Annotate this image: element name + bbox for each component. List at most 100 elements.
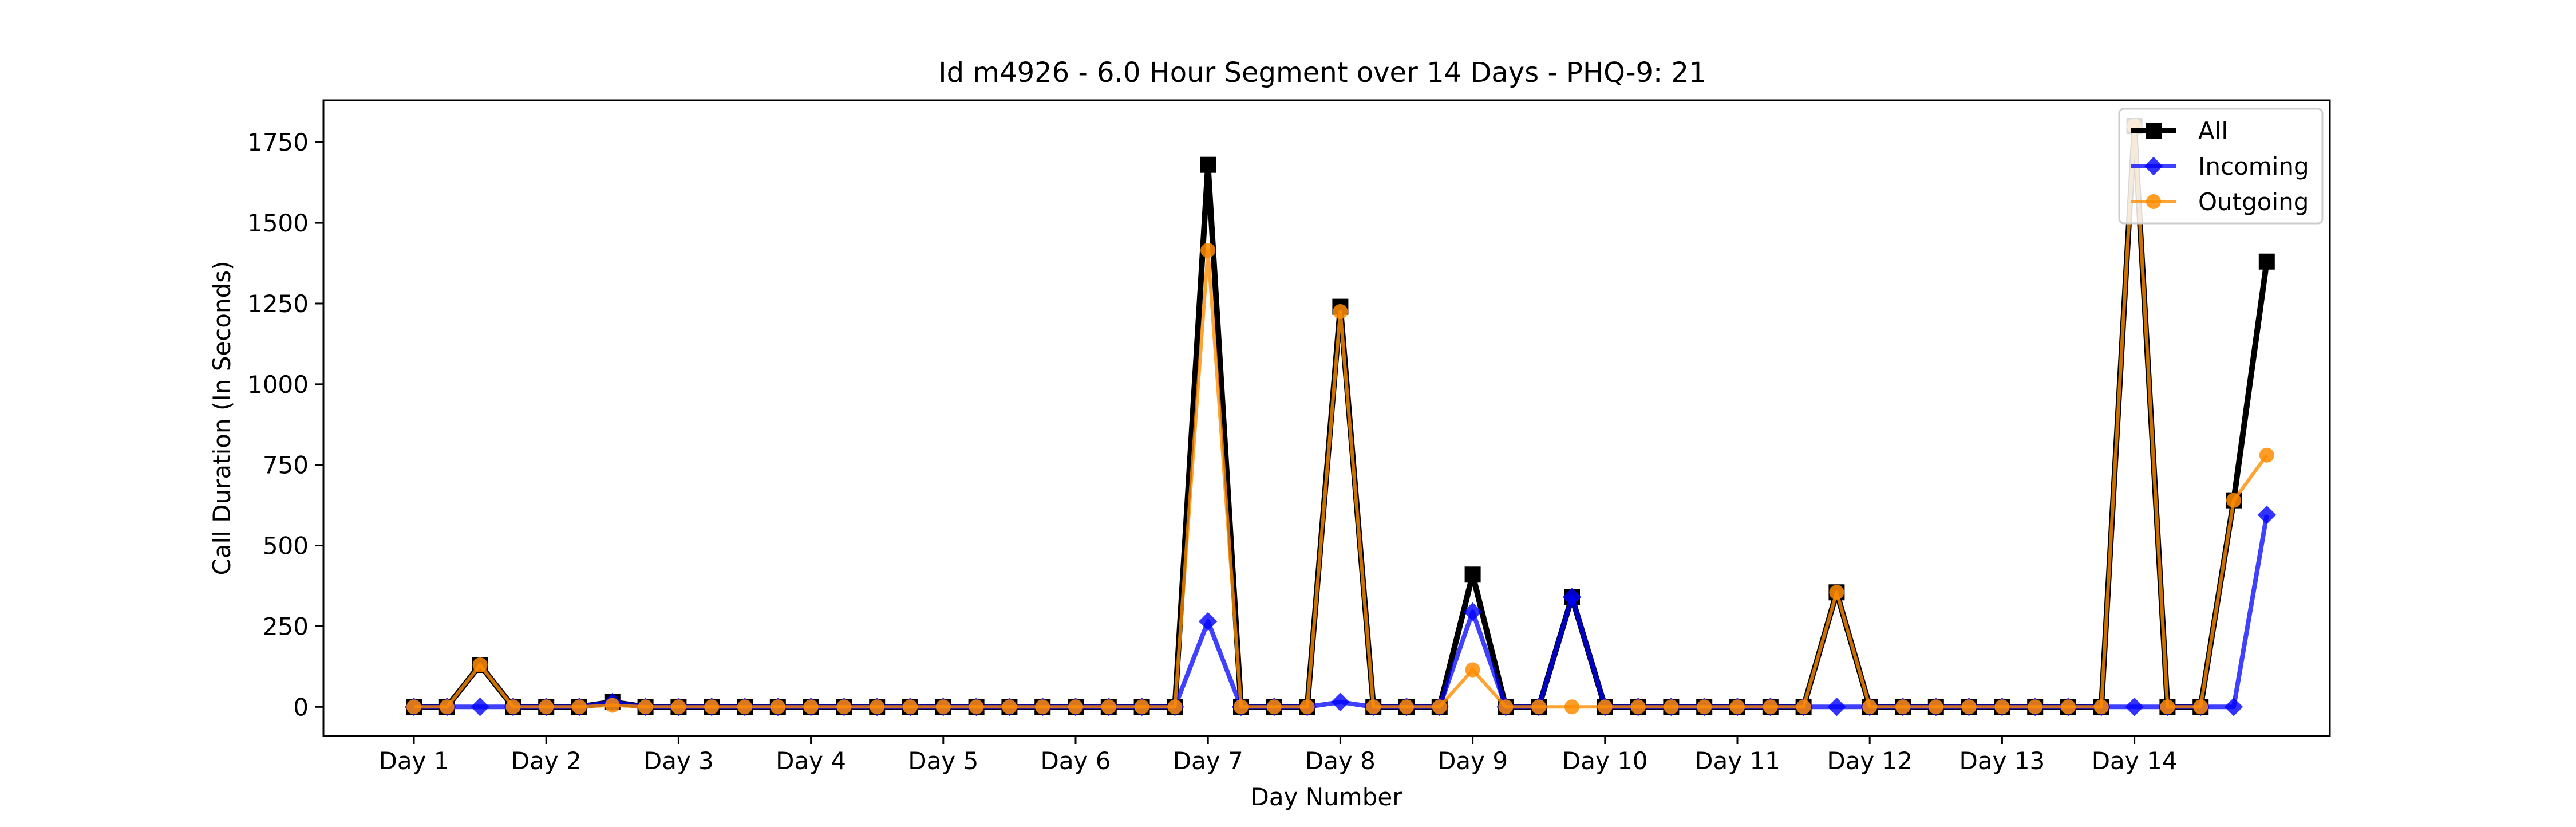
data-point-outgoing [1994, 699, 2010, 715]
y-tick-label: 1500 [247, 209, 309, 237]
data-point-outgoing [1101, 699, 1116, 715]
data-point-outgoing [1862, 699, 1878, 715]
legend-label-all: All [2198, 117, 2228, 145]
series-outgoing [406, 119, 2274, 715]
data-point-outgoing [1597, 699, 1613, 715]
data-point-incoming [2224, 698, 2243, 716]
data-point-outgoing [1200, 243, 1216, 258]
data-point-outgoing [572, 699, 587, 715]
data-point-outgoing [505, 699, 521, 715]
series-line-all [414, 123, 2270, 710]
data-point-outgoing [439, 699, 455, 715]
data-point-incoming [1562, 588, 1582, 607]
x-tick-label: Day 8 [1305, 747, 1376, 775]
data-point-outgoing [870, 699, 885, 715]
data-point-outgoing [1531, 699, 1547, 715]
legend-item-all: All [2131, 117, 2228, 145]
x-tick-label: Day 7 [1173, 747, 1243, 775]
data-point-outgoing [1796, 699, 1811, 715]
x-tick-label: Day 9 [1437, 747, 1508, 775]
data-point-outgoing [1333, 304, 1348, 320]
x-tick-label: Day 12 [1827, 747, 1913, 775]
y-tick-label: 1250 [247, 290, 309, 318]
data-point-outgoing [1068, 699, 1083, 715]
y-tick-label: 750 [263, 451, 309, 479]
series-all [406, 118, 2275, 715]
data-point-outgoing [2193, 699, 2208, 715]
data-point-all [1200, 156, 1216, 173]
y-tick-label: 0 [293, 693, 309, 721]
legend-frame [2118, 108, 2324, 225]
data-point-outgoing [737, 699, 752, 715]
x-tick-label: Day 5 [908, 747, 978, 775]
data-point-outgoing [1167, 699, 1183, 715]
data-point-outgoing [1002, 699, 1017, 715]
data-point-outgoing [1961, 699, 1977, 715]
data-point-outgoing [1035, 699, 1050, 715]
x-tick-label: Day 2 [511, 747, 582, 775]
data-point-incoming [1198, 612, 1218, 631]
data-point-outgoing [969, 699, 984, 715]
data-point-incoming [471, 698, 489, 716]
data-point-outgoing [1895, 699, 1910, 715]
data-point-outgoing [836, 699, 852, 715]
data-point-outgoing [1299, 699, 1315, 715]
x-tick-label: Day 6 [1040, 747, 1111, 775]
data-point-outgoing [472, 657, 488, 673]
data-point-outgoing [638, 699, 653, 715]
y-tick-label: 250 [263, 612, 309, 640]
data-point-outgoing [2061, 699, 2076, 715]
data-point-outgoing [770, 699, 785, 715]
data-point-outgoing [1498, 699, 1514, 715]
data-point-outgoing [1134, 699, 1149, 715]
data-point-outgoing [1829, 585, 1844, 600]
data-point-outgoing [903, 699, 918, 715]
legend-marker-all [2146, 123, 2162, 139]
data-point-outgoing [1432, 699, 1447, 715]
data-point-outgoing [1730, 699, 1745, 715]
data-point-outgoing [2028, 699, 2043, 715]
data-point-all [1464, 566, 1481, 583]
x-tick-label: Day 3 [643, 747, 714, 775]
x-tick-label: Day 14 [2092, 747, 2178, 775]
legend-label-incoming: Incoming [2198, 152, 2309, 180]
series-line-outgoing [414, 124, 2269, 709]
data-point-outgoing [803, 699, 819, 715]
data-point-outgoing [2093, 699, 2109, 715]
data-point-outgoing [1697, 699, 1712, 715]
y-tick-label: 500 [263, 532, 309, 560]
y-tick-label: 1000 [247, 371, 309, 399]
legend: All Incoming Outgoing [2118, 108, 2324, 225]
data-point-incoming [1827, 698, 1846, 716]
legend-marker-outgoing [2146, 194, 2161, 209]
series-line-incoming [414, 514, 2269, 710]
data-point-outgoing [671, 699, 686, 715]
data-point-outgoing [1366, 699, 1381, 715]
x-tick-label: Day 4 [776, 747, 846, 775]
data-point-outgoing [1630, 699, 1646, 715]
data-point-outgoing [1763, 699, 1778, 715]
data-point-outgoing [704, 699, 720, 715]
data-point-outgoing [2226, 493, 2241, 508]
y-tick-label: 1750 [247, 128, 309, 156]
data-point-outgoing [1266, 699, 1282, 715]
x-tick-label: Day 1 [378, 747, 449, 775]
legend-label-outgoing: Outgoing [2198, 188, 2309, 216]
data-point-outgoing [935, 699, 951, 715]
data-point-incoming [2125, 698, 2144, 716]
data-point-outgoing [539, 699, 554, 715]
data-point-outgoing [1234, 699, 1249, 715]
x-tick-label: Day 11 [1694, 747, 1780, 775]
data-point-outgoing [2259, 447, 2274, 463]
data-point-outgoing [1399, 699, 1414, 715]
chart-title: Id m4926 - 6.0 Hour Segment over 14 Days… [938, 57, 1706, 89]
data-point-incoming [1463, 602, 1482, 621]
data-point-outgoing [1465, 662, 1480, 678]
plot-frame [322, 99, 2331, 737]
data-point-outgoing [406, 699, 421, 715]
legend-item-outgoing: Outgoing [2131, 188, 2309, 216]
legend-item-incoming: Incoming [2131, 152, 2309, 180]
data-point-all [2258, 253, 2275, 270]
